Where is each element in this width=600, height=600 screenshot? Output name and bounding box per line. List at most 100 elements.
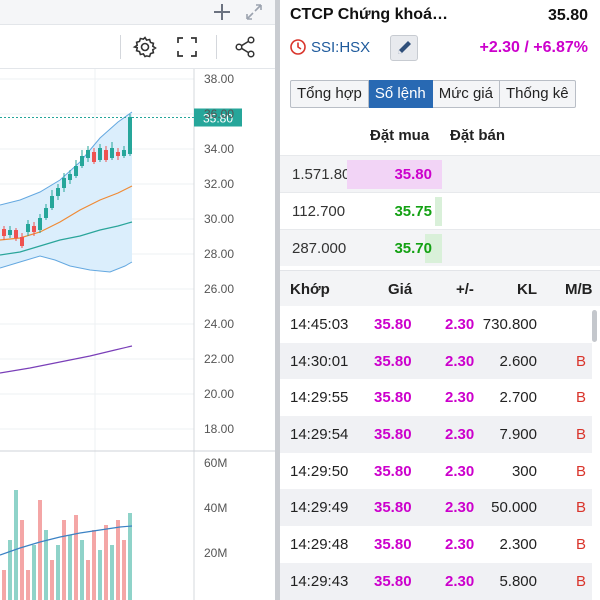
- trade-side: B: [575, 352, 586, 370]
- candlestick: [128, 117, 132, 154]
- tab-bar: Tổng hợp Sổ lệnh Mức giá Thống kê: [290, 80, 576, 108]
- price-axis-tick: 24.00: [204, 317, 234, 331]
- trade-price: 35.80: [374, 352, 412, 370]
- trade-change: 2.30: [445, 536, 475, 554]
- trade-side: B: [575, 426, 586, 444]
- orderbook-row[interactable]: 112.700 35.75: [280, 192, 600, 229]
- trade-row[interactable]: 14:29:50 35.80 2.30 300 B: [280, 452, 592, 490]
- orderbook-volume: 287.000: [292, 240, 347, 257]
- volume-bar: [32, 545, 36, 600]
- volume-bar: [86, 560, 90, 600]
- volume-bar: [98, 550, 102, 600]
- toolbar-separator: [216, 35, 217, 59]
- share-icon[interactable]: [232, 34, 258, 60]
- price-axis-tick: 20.00: [204, 387, 234, 401]
- trade-row[interactable]: 14:45:03 35.80 2.30 730.800: [280, 306, 592, 343]
- price-chart[interactable]: 35.80 38.00 36.00 34.00 32.00 30.00 28.00 26.00…: [0, 69, 275, 600]
- last-price-label: 35.80: [203, 112, 233, 126]
- trade-row[interactable]: 14:29:43 35.80 2.30 5.800 B: [280, 562, 592, 600]
- candlestick: [116, 152, 120, 156]
- tab-tong-hop[interactable]: Tổng hợp: [290, 80, 369, 108]
- trade-change: 2.30: [445, 426, 475, 444]
- trade-side: B: [575, 462, 586, 480]
- candlestick: [104, 150, 108, 160]
- expand-arrows-icon[interactable]: [243, 1, 265, 23]
- trade-row[interactable]: 14:29:48 35.80 2.30 2.300 B: [280, 526, 592, 563]
- tab-so-lenh[interactable]: Sổ lệnh: [368, 80, 433, 108]
- price-axis-tick: 38.00: [204, 72, 234, 86]
- trade-volume: 300: [511, 462, 537, 480]
- volume-axis-tick: 40M: [204, 501, 227, 515]
- price-axis-tick: 18.00: [204, 422, 234, 436]
- orderbook-row[interactable]: 287.000 35.70: [280, 229, 600, 266]
- chart-toolbar: [0, 25, 275, 69]
- stock-code[interactable]: SSI:HSX: [311, 39, 371, 56]
- trade-side: B: [575, 536, 586, 554]
- candlestick: [38, 218, 42, 230]
- clock-icon: [289, 38, 307, 56]
- volume-bar: [62, 520, 66, 600]
- sell-header: Đặt bán: [450, 127, 506, 144]
- volume-bar: [122, 540, 126, 600]
- trade-time: 14:30:01: [290, 352, 349, 370]
- trade-price: 35.80: [374, 572, 412, 590]
- candlestick: [122, 150, 126, 156]
- trade-volume: 2.700: [499, 389, 537, 407]
- stock-name: CTCP Chứng khoá…: [290, 6, 448, 23]
- price-axis-tick: 22.00: [204, 352, 234, 366]
- chart-panel[interactable]: 35.80 38.00 36.00 34.00 32.00 30.00 28.00 26.00…: [0, 0, 275, 600]
- scrollbar[interactable]: [592, 310, 597, 342]
- trade-time: 14:29:43: [290, 572, 349, 590]
- trade-change: 2.30: [445, 462, 475, 480]
- volume-moving-average: [0, 525, 133, 556]
- fullscreen-icon[interactable]: [174, 34, 200, 60]
- volume-bar: [110, 545, 114, 600]
- plus-icon[interactable]: [211, 1, 233, 23]
- header-change: +/-: [456, 281, 474, 298]
- volume-bar: [80, 540, 84, 600]
- trade-side: B: [575, 389, 586, 407]
- trade-price: 35.80: [374, 316, 412, 333]
- trade-volume: 50.000: [491, 499, 537, 517]
- trade-list[interactable]: 14:45:03 35.80 2.30 730.800 14:30:01 35.80 2.3…: [280, 306, 592, 600]
- trade-time: 14:29:50: [290, 462, 349, 480]
- candlestick: [14, 230, 18, 238]
- volume-bar: [50, 560, 54, 600]
- gear-icon[interactable]: [132, 34, 158, 60]
- trade-time: 14:29:54: [290, 426, 349, 444]
- trade-change: 2.30: [445, 352, 475, 370]
- header-side: M/B: [565, 281, 593, 298]
- buy-header: Đặt mua: [370, 127, 430, 144]
- orderbook-volume: 1.571.800: [292, 166, 359, 183]
- volume-bar: [44, 530, 48, 600]
- edit-button[interactable]: [390, 35, 418, 61]
- last-price-label-bg: [194, 108, 242, 127]
- volume-bar: [8, 540, 12, 600]
- trade-row[interactable]: 14:29:55 35.80 2.30 2.700 B: [280, 379, 592, 417]
- volume-bar: [26, 570, 30, 600]
- trade-change: 2.30: [445, 389, 475, 407]
- price-axis-tick: 36.00: [204, 107, 234, 121]
- volume-bar: [14, 490, 18, 600]
- panel-divider[interactable]: [275, 0, 280, 600]
- stock-change: +2.30 / +6.87%: [479, 39, 588, 56]
- tab-thong-ke[interactable]: Thống kê: [500, 80, 576, 108]
- trade-table-header: Khớp Giá +/- KL M/B: [280, 270, 600, 306]
- trade-volume: 2.600: [499, 352, 537, 370]
- price-axis-tick: 34.00: [204, 142, 234, 156]
- orderbook-row[interactable]: 1.571.800 35.80: [280, 155, 600, 192]
- trade-row[interactable]: 14:29:49 35.80 2.30 50.000 B: [280, 489, 592, 527]
- volume-bar: [116, 520, 120, 600]
- tab-muc-gia[interactable]: Mức giá: [432, 80, 500, 108]
- trade-side: B: [575, 572, 586, 590]
- trade-volume: 5.800: [499, 572, 537, 590]
- candlestick: [86, 150, 90, 158]
- volume-axis-tick: 20M: [204, 546, 227, 560]
- trade-price: 35.80: [374, 536, 412, 554]
- price-axis-tick: 26.00: [204, 282, 234, 296]
- trade-row[interactable]: 14:30:01 35.80 2.30 2.600 B: [280, 342, 592, 380]
- trade-row[interactable]: 14:29:54 35.80 2.30 7.900 B: [280, 416, 592, 453]
- volume-axis-tick: 60M: [204, 456, 227, 470]
- orderbook-price: 35.75: [394, 203, 432, 220]
- price-axis-tick: 32.00: [204, 177, 234, 191]
